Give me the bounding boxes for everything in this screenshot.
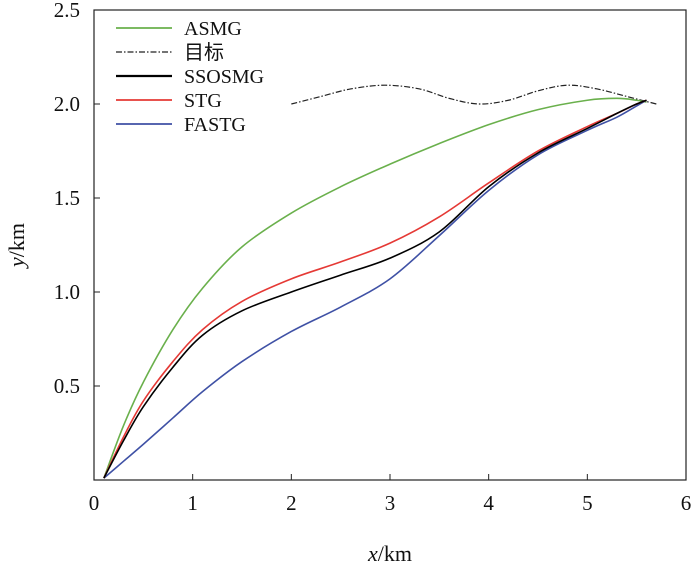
x-tick-label: 6: [681, 491, 692, 515]
x-tick-label: 0: [89, 491, 100, 515]
legend-label: 目标: [184, 41, 224, 64]
series-line-0: [103, 97, 647, 479]
legend-label: FASTG: [184, 114, 246, 136]
x-tick-label: 4: [483, 491, 494, 515]
x-axis-unit: /km: [378, 541, 412, 566]
legend-label: STG: [184, 90, 222, 112]
series-line-4: [103, 99, 647, 479]
y-tick-label: 0.5: [54, 374, 80, 398]
series-line-2: [103, 99, 647, 479]
y-tick-label: 1.5: [54, 186, 80, 210]
series-layer: [103, 84, 657, 479]
x-axis-var: x: [367, 541, 378, 566]
x-tick-label: 1: [187, 491, 198, 515]
x-tick-label: 5: [582, 491, 593, 515]
x-tick-label: 2: [286, 491, 297, 515]
y-tick-label: 2.5: [54, 0, 80, 22]
x-tick-label: 3: [385, 491, 396, 515]
y-tick-label: 2.0: [54, 92, 80, 116]
axis-ticks: 0 1 2 3 4 5 6 0.5 1.0 1.5 2.0 2.5: [54, 0, 692, 515]
legend-label: ASMG: [184, 18, 242, 40]
y-axis-var: y: [4, 257, 29, 269]
x-axis-label: x/km: [367, 541, 412, 566]
y-tick-label: 1.0: [54, 280, 80, 304]
series-line-1: [291, 84, 657, 105]
series-line-3: [103, 99, 647, 479]
legend-label: SSOSMG: [184, 66, 264, 88]
y-axis-unit: /km: [4, 223, 29, 257]
y-axis-label: y/km: [4, 223, 29, 269]
